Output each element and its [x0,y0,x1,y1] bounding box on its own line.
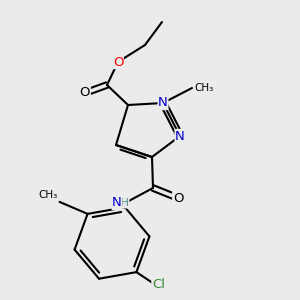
Text: N: N [175,130,185,142]
Text: CH₃: CH₃ [38,190,58,200]
Text: O: O [113,56,123,68]
Text: N: N [158,97,168,110]
Text: CH₃: CH₃ [194,83,213,93]
Text: O: O [80,86,90,100]
Text: H: H [121,198,129,208]
Text: Cl: Cl [152,278,165,291]
Text: O: O [173,191,183,205]
Text: N: N [112,196,122,209]
